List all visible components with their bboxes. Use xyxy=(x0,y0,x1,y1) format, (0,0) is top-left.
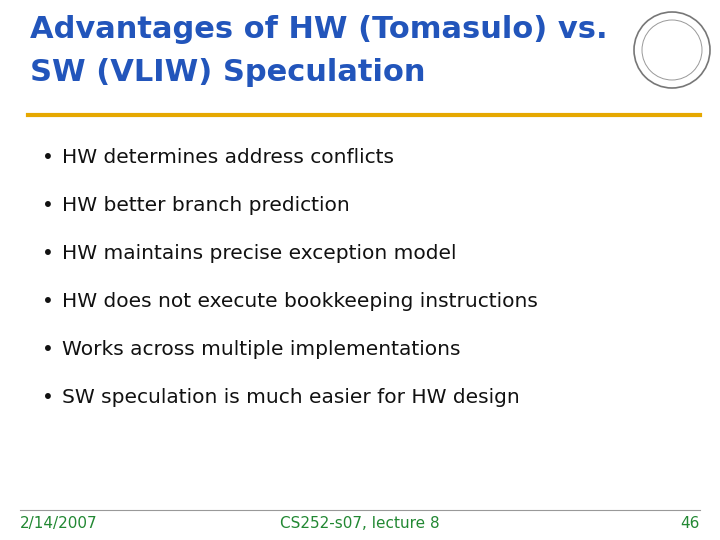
Text: CS252-s07, lecture 8: CS252-s07, lecture 8 xyxy=(280,516,440,531)
Text: HW maintains precise exception model: HW maintains precise exception model xyxy=(62,244,456,263)
Text: Works across multiple implementations: Works across multiple implementations xyxy=(62,340,461,359)
Text: •: • xyxy=(42,244,54,263)
Text: HW determines address conflicts: HW determines address conflicts xyxy=(62,148,394,167)
Text: 2/14/2007: 2/14/2007 xyxy=(20,516,98,531)
Text: SW (VLIW) Speculation: SW (VLIW) Speculation xyxy=(30,58,426,87)
Text: •: • xyxy=(42,340,54,359)
Text: 46: 46 xyxy=(680,516,700,531)
Text: HW does not execute bookkeeping instructions: HW does not execute bookkeeping instruct… xyxy=(62,292,538,311)
Text: Advantages of HW (Tomasulo) vs.: Advantages of HW (Tomasulo) vs. xyxy=(30,15,608,44)
Text: SW speculation is much easier for HW design: SW speculation is much easier for HW des… xyxy=(62,388,520,407)
Text: •: • xyxy=(42,196,54,215)
Text: •: • xyxy=(42,148,54,167)
Text: HW better branch prediction: HW better branch prediction xyxy=(62,196,350,215)
Text: •: • xyxy=(42,388,54,407)
Text: •: • xyxy=(42,292,54,311)
